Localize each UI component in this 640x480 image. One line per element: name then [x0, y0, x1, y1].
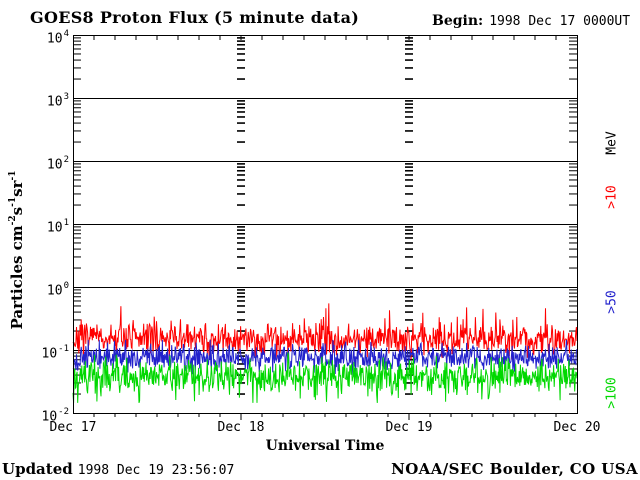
x-tick-label-dec19: Dec 19: [385, 420, 433, 435]
begin-label: Begin:: [432, 13, 484, 29]
y-axis-title-segment: sr: [8, 180, 26, 197]
x-tick-label-dec17: Dec 17: [49, 420, 97, 435]
page-title: GOES8 Proton Flux (5 minute data): [30, 8, 360, 27]
x-tick-label-dec18: Dec 18: [217, 420, 265, 435]
y-tick-label: 104: [46, 29, 69, 47]
y-tick-label: 102: [46, 155, 69, 173]
y-axis-title-segment: -1: [8, 196, 18, 207]
updated-timestamp: Updated 1998 Dec 19 23:56:07: [2, 460, 234, 478]
y-tick-label: 101: [46, 218, 69, 236]
right-units-label: MeV: [604, 131, 620, 155]
series-label-gt10: >10: [604, 185, 620, 209]
y-tick-label: 103: [46, 92, 69, 110]
y-tick-label: 100: [46, 281, 69, 299]
y-tick-label: 10-2: [41, 407, 70, 425]
y-axis-title-segment: Particles cm: [8, 225, 26, 330]
updated-label: Updated: [2, 460, 73, 478]
begin-timestamp: Begin: 1998 Dec 17 0000UT: [432, 13, 630, 29]
updated-value: 1998 Dec 19 23:56:07: [77, 463, 235, 478]
y-axis-title-segment: s: [8, 206, 26, 216]
y-tick-label: 10-1: [41, 344, 70, 362]
x-tick-label-dec20: Dec 20: [553, 420, 601, 435]
y-axis-title-segment: -2: [8, 215, 18, 226]
plot-border: [73, 35, 578, 414]
x-axis-title: Universal Time: [265, 438, 385, 454]
decade-grid-lines: [73, 98, 577, 351]
y-axis-title-segment: -1: [8, 170, 18, 181]
y-axis-title: Particles cm-2s-1sr-1: [8, 171, 26, 330]
series-trace-gt50: [72, 339, 578, 377]
series-trace-gt100: [72, 352, 578, 404]
series-label-gt50: >50: [604, 290, 620, 314]
credit-text: NOAA/SEC Boulder, CO USA: [391, 460, 638, 478]
begin-value: 1998 Dec 17 0000UT: [489, 14, 631, 29]
series-label-gt100: >100: [604, 377, 620, 409]
